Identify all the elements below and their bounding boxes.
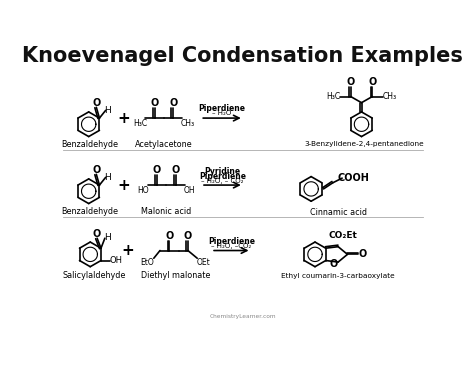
Text: OH: OH: [183, 186, 195, 195]
Text: – H₂O, – CO₂: – H₂O, – CO₂: [201, 178, 244, 184]
Text: H: H: [105, 106, 111, 115]
Text: 3-Benzylidene-2,4-pentanedione: 3-Benzylidene-2,4-pentanedione: [305, 141, 424, 147]
Text: O: O: [93, 229, 101, 238]
Text: Benzaldehyde: Benzaldehyde: [62, 207, 119, 216]
Text: COOH: COOH: [337, 173, 369, 183]
Text: ChemistryLearner.com: ChemistryLearner.com: [210, 314, 276, 319]
Text: O: O: [92, 98, 100, 108]
Text: Pyridine: Pyridine: [204, 167, 240, 177]
Text: Cinnamic acid: Cinnamic acid: [310, 208, 367, 216]
Text: Piperdiene: Piperdiene: [199, 172, 246, 181]
Text: CH₃: CH₃: [383, 92, 397, 101]
Text: O: O: [169, 99, 177, 109]
Text: Piperdiene: Piperdiene: [199, 105, 246, 113]
Text: O: O: [346, 77, 355, 87]
Text: Knoevenagel Condensation Examples: Knoevenagel Condensation Examples: [22, 46, 464, 67]
Text: H: H: [105, 233, 111, 242]
Text: O: O: [150, 99, 159, 109]
Text: Salicylaldehyde: Salicylaldehyde: [63, 272, 126, 280]
Text: – H₂O, –CO₂: – H₂O, –CO₂: [211, 243, 251, 249]
Text: Diethyl malonate: Diethyl malonate: [141, 272, 210, 280]
Text: O: O: [172, 166, 180, 176]
Text: O: O: [359, 250, 367, 259]
Text: Piperdiene: Piperdiene: [208, 237, 255, 246]
Text: Benzaldehyde: Benzaldehyde: [62, 140, 119, 149]
Text: O: O: [153, 166, 161, 176]
Text: OH: OH: [110, 256, 123, 265]
Text: CH₃: CH₃: [181, 119, 195, 128]
Text: H₃C: H₃C: [326, 92, 340, 101]
Text: O: O: [92, 164, 100, 175]
Text: +: +: [117, 110, 130, 125]
Text: Malonic acid: Malonic acid: [141, 207, 191, 216]
Text: CO₂Et: CO₂Et: [328, 231, 357, 240]
Text: EtO: EtO: [141, 258, 155, 267]
Text: O: O: [368, 77, 376, 87]
Text: OEt: OEt: [197, 258, 210, 267]
Text: +: +: [121, 243, 134, 258]
Text: O: O: [184, 231, 192, 241]
Text: H₃C: H₃C: [134, 119, 148, 128]
Text: – H₂O: – H₂O: [212, 110, 232, 116]
Text: Ethyl coumarin-3-carbaoxylate: Ethyl coumarin-3-carbaoxylate: [282, 273, 395, 279]
Text: +: +: [117, 178, 130, 192]
Text: HO: HO: [137, 186, 149, 195]
Text: O: O: [165, 231, 173, 241]
Text: Acetylacetone: Acetylacetone: [135, 140, 193, 149]
Text: O: O: [329, 259, 337, 269]
Text: H: H: [105, 173, 111, 182]
